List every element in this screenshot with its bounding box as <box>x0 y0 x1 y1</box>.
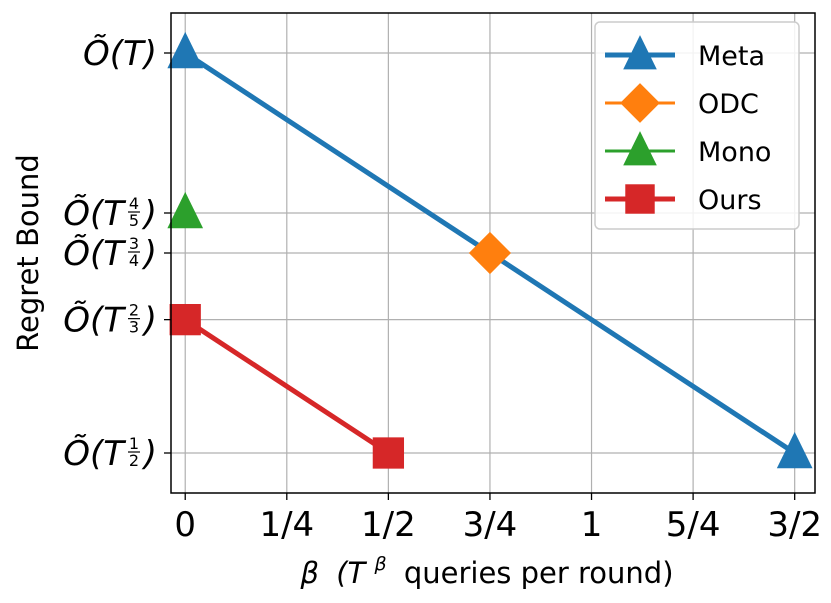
y-tick-close: ) <box>141 301 157 341</box>
legend-marker <box>625 184 655 214</box>
legend-entry-meta: Meta <box>605 35 765 72</box>
y-tick-label: )34Õ(T <box>63 233 157 274</box>
series-ours <box>169 304 405 469</box>
y-tick-denominator: 2 <box>129 451 139 470</box>
series-mono <box>167 191 204 229</box>
legend-label: ODC <box>698 89 759 120</box>
y-tick-label: Õ(T) <box>83 33 157 74</box>
y-tick-base: Õ(T <box>63 233 126 274</box>
data-point-meta <box>167 31 204 69</box>
y-tick-denominator: 3 <box>129 318 139 337</box>
series-line-ours <box>183 317 390 456</box>
y-tick-label: )12Õ(T <box>63 433 157 474</box>
x-tick-label: 0 <box>174 505 196 545</box>
data-point-mono <box>167 191 204 229</box>
legend: Meta ODC Mono Ours <box>594 21 800 230</box>
data-point-meta <box>776 431 813 469</box>
y-tick-close: ) <box>141 434 157 474</box>
legend-entry-odc: ODC <box>605 83 759 123</box>
legend-entry-mono: Mono <box>605 131 771 168</box>
series-layer <box>167 31 813 469</box>
legend-label: Mono <box>698 137 771 168</box>
y-tick-denominator: 5 <box>129 211 139 230</box>
y-axis-ticks: Õ(T))45Õ(T)34Õ(T)23Õ(T)12Õ(T <box>63 33 171 474</box>
data-point-odc <box>468 231 512 275</box>
y-tick-text: Õ(T) <box>83 33 157 74</box>
legend-frame <box>594 21 800 230</box>
x-tick-label: 1/2 <box>361 505 416 545</box>
y-tick-label: )23Õ(T <box>63 300 157 341</box>
series-odc <box>468 231 512 275</box>
legend-marker <box>623 35 657 70</box>
y-tick-denominator: 4 <box>129 251 139 270</box>
data-point-ours <box>169 304 201 336</box>
y-tick-close: ) <box>141 234 157 274</box>
legend-entry-ours: Ours <box>605 184 762 216</box>
x-tick-label: 1/4 <box>259 505 314 545</box>
y-tick-close: ) <box>141 194 157 234</box>
y-tick-numerator: 1 <box>129 434 139 453</box>
x-tick-label: 1 <box>581 505 603 545</box>
data-point-ours <box>372 437 405 469</box>
y-tick-numerator: 3 <box>129 234 139 253</box>
y-tick-numerator: 2 <box>129 301 139 320</box>
x-tick-label: 3/4 <box>463 505 518 545</box>
y-tick-base: Õ(T <box>63 300 126 341</box>
x-axis-ticks: 0 1/4 1/2 3/4 1 5/4 3/2 <box>174 493 822 545</box>
y-tick-label: )45Õ(T <box>63 193 157 234</box>
y-tick-numerator: 4 <box>129 194 139 213</box>
x-tick-label: 3/2 <box>767 505 822 545</box>
y-axis-label: Regret Bound <box>11 154 45 352</box>
x-axis-label: β (T β queries per round) <box>299 543 673 590</box>
x-tick-label: 5/4 <box>666 505 721 545</box>
legend-marker <box>623 131 657 166</box>
legend-label: Ours <box>698 185 762 216</box>
y-tick-base: Õ(T <box>63 433 126 474</box>
legend-marker <box>620 83 660 123</box>
legend-label: Meta <box>698 41 765 72</box>
y-tick-base: Õ(T <box>63 193 126 234</box>
